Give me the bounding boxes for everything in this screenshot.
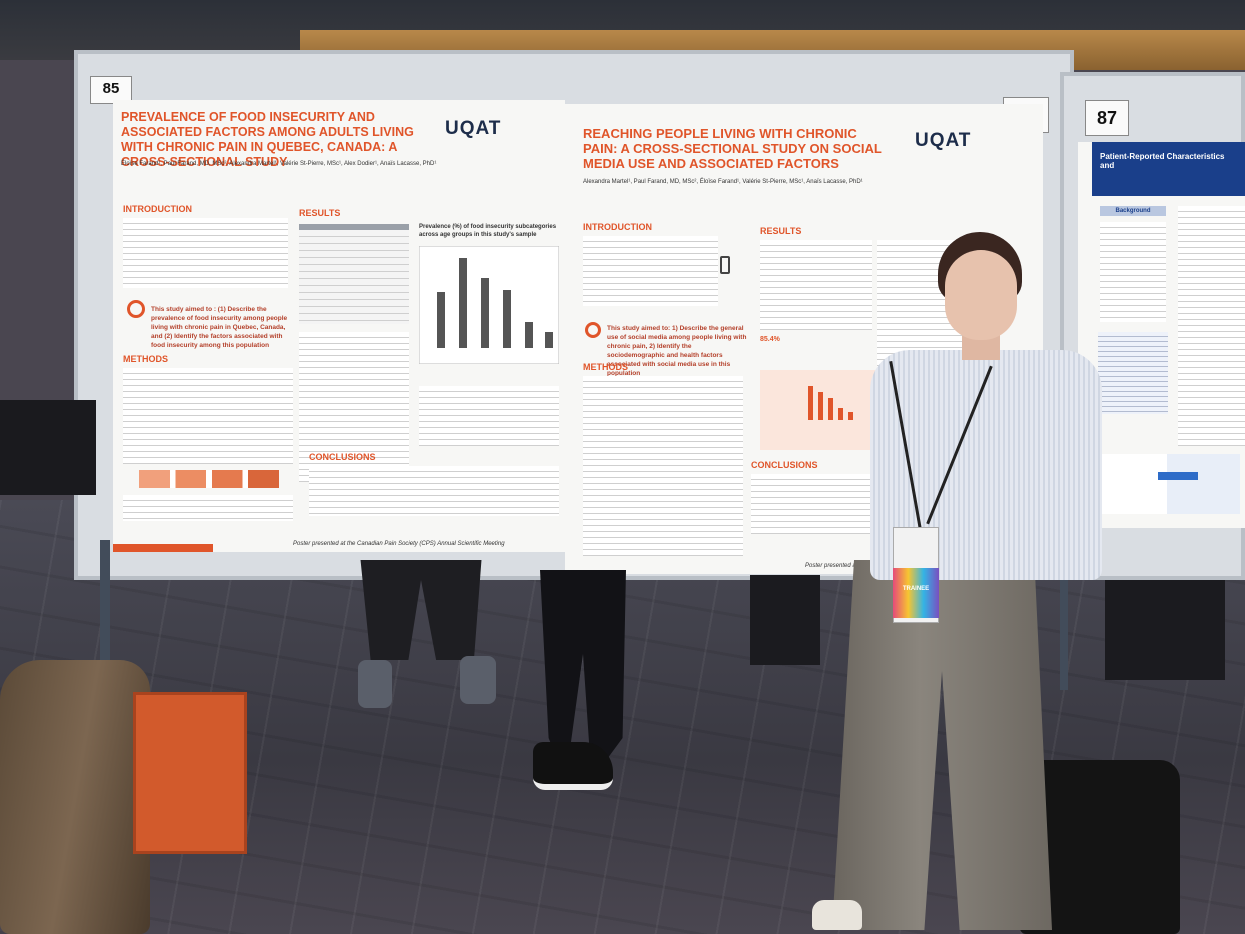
chart-bar [525, 322, 533, 348]
factors-text-block [299, 332, 409, 482]
analysis-text-block [123, 495, 293, 521]
chart-bar [828, 398, 833, 420]
section-background: Background [1100, 206, 1166, 216]
chart-bar [818, 392, 823, 420]
poster-header-bar [1092, 142, 1245, 196]
chart-bar [808, 386, 813, 420]
figure-bar [1158, 472, 1198, 480]
poster-number-87: 87 [1085, 100, 1129, 136]
sample-text-block [760, 240, 872, 330]
poster-title: REACHING PEOPLE LIVING WITH CHRONIC PAIN… [583, 126, 882, 171]
phone-icon [720, 256, 730, 274]
methods-text-block [123, 368, 293, 464]
chart-bar [848, 412, 853, 420]
section-introduction: INTRODUCTION [583, 222, 652, 232]
figure-panel [1100, 454, 1240, 514]
poster-number-85: 85 [90, 76, 132, 104]
section-methods: METHODS [583, 362, 628, 372]
chart-title: Prevalence (%) of food insecurity subcat… [419, 224, 557, 238]
social-media-value: 85.4% [760, 336, 780, 343]
brown-backpack [0, 660, 150, 934]
poster-authors: Alexandra Martel¹, Paul Farand, MD, MSc²… [583, 179, 863, 185]
magnifier-icon [585, 322, 601, 338]
chart-bar [437, 292, 445, 348]
chart-bar [481, 278, 489, 348]
results-text-block [1178, 206, 1245, 446]
sneaker [460, 656, 496, 704]
data-table [1098, 332, 1168, 414]
section-results: RESULTS [760, 226, 802, 236]
characteristics-table [299, 224, 409, 324]
methods-text-block [583, 376, 743, 556]
uqat-logo: UQAT [915, 130, 972, 151]
chart-bar [459, 258, 467, 348]
black-sneaker [533, 742, 613, 790]
chart-frame [760, 370, 875, 450]
poster-aim: This study aimed to: 1) Describe the gen… [607, 325, 747, 377]
person-face [945, 250, 1017, 340]
poster-title: PREVALENCE OF FOOD INSECURITY AND ASSOCI… [121, 110, 414, 169]
social-media-bar-chart [760, 370, 875, 450]
poster-authors: Éloïse Farand¹, Paul Farand, MD, MSc², A… [121, 161, 437, 167]
poster-footer: Poster presented at the Canadian Pain So… [293, 541, 505, 547]
section-methods: METHODS [123, 354, 168, 364]
intro-text-block [583, 236, 718, 306]
conclusions-text-block [309, 466, 559, 516]
section-conclusions: CONCLUSIONS [309, 452, 376, 462]
board-leg [1060, 570, 1068, 690]
chart-bar [503, 290, 511, 348]
uqat-logo: UQAT [445, 118, 502, 139]
badge-ribbon-text: TRAINEE [902, 586, 930, 592]
food-insecurity-bar-chart [419, 246, 559, 364]
sneaker [358, 660, 392, 708]
poster-patient-reported: Patient-Reported Characteristics and Bac… [1078, 142, 1245, 528]
section-conclusions: CONCLUSIONS [751, 460, 818, 470]
chart-bar [838, 408, 843, 420]
person-shoe [812, 900, 862, 930]
results-text-block [419, 386, 559, 446]
poster-food-insecurity: PREVALENCE OF FOOD INSECURITY AND ASSOCI… [113, 100, 565, 552]
footer-accent [113, 544, 213, 552]
attendee-legs [1105, 580, 1225, 680]
orange-tote-bag [133, 692, 247, 854]
magnifier-icon [127, 300, 145, 318]
intro-text-block [123, 218, 288, 288]
section-results: RESULTS [299, 208, 341, 218]
conclusions-text-block [751, 474, 871, 534]
board-leg [100, 540, 110, 730]
poster-title: Patient-Reported Characteristics and [1100, 152, 1225, 170]
chart-bar [545, 332, 553, 348]
attendee-legs [750, 575, 820, 665]
badge-ribbon [893, 568, 939, 618]
severity-scale [139, 470, 279, 488]
background-text-block [1100, 222, 1166, 322]
poster-aim: This study aimed to : (1) Describe the p… [151, 306, 288, 349]
table-left [0, 400, 96, 495]
section-introduction: INTRODUCTION [123, 204, 192, 214]
